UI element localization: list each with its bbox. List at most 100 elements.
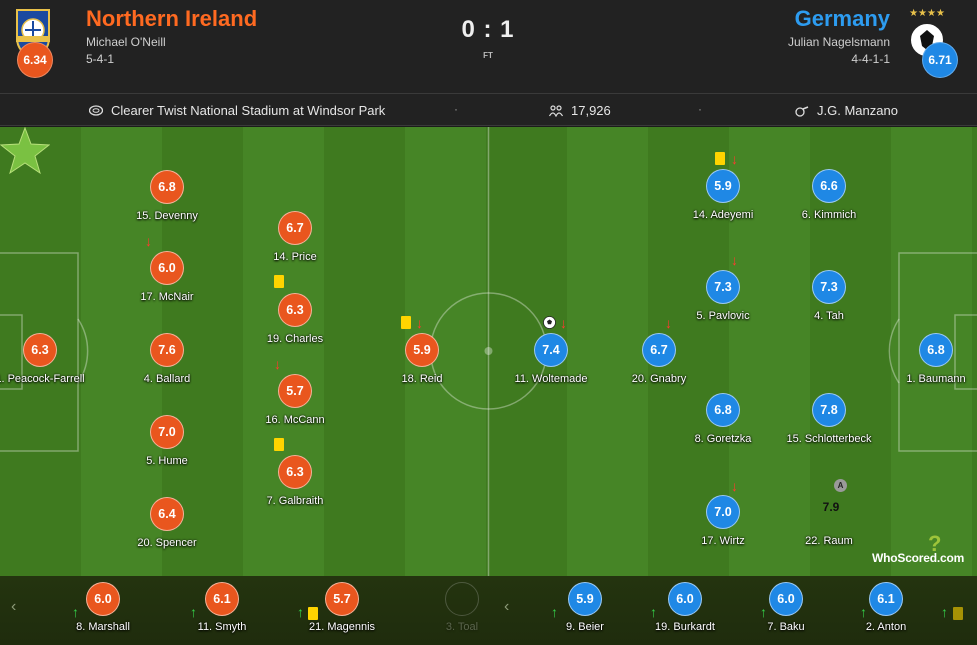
match-header: 6.34 Northern Ireland Michael O'Neill 5-… bbox=[0, 0, 977, 93]
player-name: 1. Peacock-Farrell bbox=[0, 373, 85, 385]
man-of-the-match-star-icon bbox=[0, 127, 50, 175]
match-status: FT bbox=[483, 51, 493, 60]
player-name: 17. Wirtz bbox=[701, 535, 745, 547]
green-up-arrow-icon: ↑ bbox=[941, 604, 948, 620]
away-team-rating: 6.71 bbox=[922, 42, 958, 78]
player-name: 8. Marshall bbox=[76, 621, 130, 633]
green-up-arrow-icon: ↑ bbox=[551, 604, 558, 620]
whoscored-logo[interactable]: WhoScored.com ? bbox=[872, 531, 965, 565]
red-down-arrow-icon: ↓ bbox=[416, 315, 423, 331]
player-name: 20. Gnabry bbox=[631, 373, 687, 385]
player-name: 2. Anton bbox=[865, 621, 907, 633]
attendance-value: 17,926 bbox=[571, 103, 611, 118]
player-rating: 6.0 bbox=[86, 582, 120, 616]
football-icon bbox=[543, 316, 556, 329]
player-rating: 5.9 bbox=[706, 169, 740, 203]
player-name: 11. Woltemade bbox=[514, 373, 588, 385]
referee-name: J.G. Manzano bbox=[817, 103, 898, 118]
captain-badge: A bbox=[834, 479, 847, 492]
red-down-arrow-icon: ↓ bbox=[665, 315, 672, 331]
player-name: 3. Toal bbox=[445, 621, 479, 633]
substitutes-bar: ‹ ↑ 6.0 8. Marshall ↑ 6.1 11. Smyth ↑ 5.… bbox=[0, 576, 977, 645]
player-rating: 6.3 bbox=[278, 293, 312, 327]
green-up-arrow-icon: ↑ bbox=[860, 604, 867, 620]
player-name: 15. Devenny bbox=[136, 210, 198, 222]
match-info-bar: Clearer Twist National Stadium at Windso… bbox=[0, 93, 977, 126]
player-name: 19. Charles bbox=[266, 333, 324, 345]
player-rating: 7.3 bbox=[812, 270, 846, 304]
red-down-arrow-icon: ↓ bbox=[145, 233, 152, 249]
yellow-card-icon bbox=[715, 152, 725, 165]
player-rating: 6.6 bbox=[812, 169, 846, 203]
separator-dot: · bbox=[698, 102, 702, 116]
player-name: 9. Beier bbox=[566, 621, 604, 633]
separator-dot: · bbox=[454, 102, 458, 116]
player-name: 6. Kimmich bbox=[801, 209, 857, 221]
player-name: 7. Baku bbox=[767, 621, 805, 633]
green-up-arrow-icon: ↑ bbox=[650, 604, 657, 620]
green-up-arrow-icon: ↑ bbox=[760, 604, 767, 620]
player-rating: 6.7 bbox=[278, 211, 312, 245]
player-name: 16. McCann bbox=[265, 414, 325, 426]
player-rating: 6.8 bbox=[150, 170, 184, 204]
player-rating: 5.9 bbox=[568, 582, 602, 616]
stadium-icon bbox=[89, 105, 103, 116]
whoscored-question-icon: ? bbox=[928, 531, 942, 556]
player-rating: 6.3 bbox=[23, 333, 57, 367]
player-name: 4. Ballard bbox=[143, 373, 191, 385]
player-rating: 6.4 bbox=[150, 497, 184, 531]
stadium-name: Clearer Twist National Stadium at Windso… bbox=[111, 103, 386, 118]
green-up-arrow-icon: ↑ bbox=[190, 604, 197, 620]
player-rating: 6.3 bbox=[278, 455, 312, 489]
player-name: 14. Adeyemi bbox=[692, 209, 754, 221]
red-down-arrow-icon: ↓ bbox=[274, 356, 281, 372]
player-name: 18. Reid bbox=[401, 373, 443, 385]
match-score: 0 : 1 bbox=[461, 16, 515, 43]
home-formation: 5-4-1 bbox=[86, 52, 115, 66]
away-formation: 4-4-1-1 bbox=[851, 52, 890, 66]
player-name: 21. Magennis bbox=[308, 621, 376, 633]
red-down-arrow-icon: ↓ bbox=[731, 478, 738, 494]
player-name: 5. Pavlovic bbox=[696, 310, 750, 322]
player-rating: 7.6 bbox=[150, 333, 184, 367]
player-rating: 6.1 bbox=[869, 582, 903, 616]
player-rating: 5.7 bbox=[325, 582, 359, 616]
player-name: 4. Tah bbox=[814, 310, 844, 322]
stadium-info: Clearer Twist National Stadium at Windso… bbox=[89, 103, 385, 118]
player-rating: 7.8 bbox=[812, 393, 846, 427]
player-name: 19. Burkardt bbox=[655, 621, 715, 633]
home-team-name[interactable]: Northern Ireland bbox=[86, 6, 258, 31]
player-rating: 6.0 bbox=[769, 582, 803, 616]
player-rating: 7.9 bbox=[822, 500, 840, 514]
home-manager: Michael O'Neill bbox=[86, 35, 166, 49]
svg-text:★★★★: ★★★★ bbox=[909, 8, 945, 19]
player-name: 14. Price bbox=[273, 251, 317, 263]
player-name: 7. Galbraith bbox=[266, 495, 324, 507]
player-rating: 5.7 bbox=[278, 374, 312, 408]
away-manager: Julian Nagelsmann bbox=[787, 35, 890, 49]
whistle-icon bbox=[795, 105, 809, 117]
brand-name: WhoScored bbox=[872, 551, 937, 565]
player-rating: 7.4 bbox=[534, 333, 568, 367]
pitch: 6.3 1. Peacock-Farrell 6.8 15. Devenny ↓… bbox=[0, 127, 977, 576]
player-rating: 6.0 bbox=[150, 251, 184, 285]
green-up-arrow-icon: ↑ bbox=[297, 604, 304, 620]
away-team-name[interactable]: Germany bbox=[794, 6, 890, 31]
player-name: 20. Spencer bbox=[137, 537, 197, 549]
unused-sub-icon bbox=[445, 582, 479, 616]
yellow-card-icon bbox=[274, 438, 284, 451]
attendance-info: 17,926 bbox=[549, 103, 611, 118]
player-name: 8. Goretzka bbox=[694, 433, 752, 445]
player-name: 11. Smyth bbox=[197, 621, 247, 633]
player-rating: 6.7 bbox=[642, 333, 676, 367]
player-rating: 7.0 bbox=[150, 415, 184, 449]
red-down-arrow-icon: ↓ bbox=[560, 315, 567, 331]
player-name: 1. Baumann bbox=[906, 373, 966, 385]
brand-suffix: .com bbox=[936, 551, 965, 565]
home-subs-prev-button[interactable]: ‹ bbox=[11, 598, 17, 615]
people-icon bbox=[549, 104, 563, 117]
away-subs-prev-button[interactable]: ‹ bbox=[504, 598, 510, 615]
player-rating: 7.0 bbox=[706, 495, 740, 529]
green-up-arrow-icon: ↑ bbox=[72, 604, 79, 620]
